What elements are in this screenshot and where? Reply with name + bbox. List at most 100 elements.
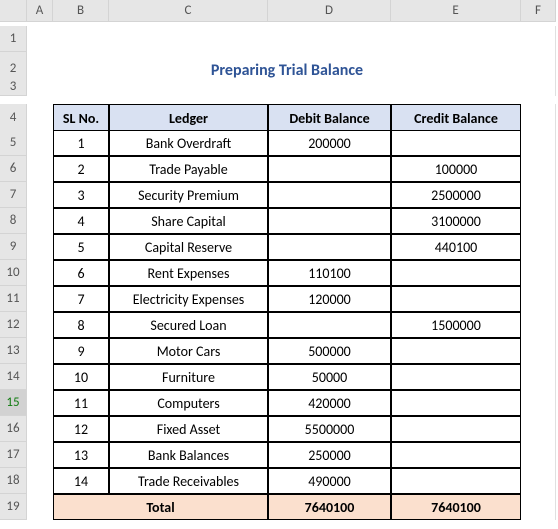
table-cell-credit[interactable] xyxy=(391,442,521,468)
table-header-slno[interactable]: SL No. xyxy=(53,104,109,132)
cell[interactable] xyxy=(27,286,53,312)
cell[interactable] xyxy=(521,208,556,234)
table-header-credit[interactable]: Credit Balance xyxy=(391,104,521,132)
table-cell-ledger[interactable]: Trade Receivables xyxy=(109,468,268,494)
cell[interactable] xyxy=(109,78,268,96)
table-cell-ledger[interactable]: Bank Balances xyxy=(109,442,268,468)
table-cell-debit[interactable] xyxy=(268,234,391,260)
column-header-c[interactable]: C xyxy=(109,0,268,22)
row-header-12[interactable]: 12 xyxy=(0,312,27,338)
table-cell-debit[interactable] xyxy=(268,182,391,208)
table-cell-slno[interactable]: 12 xyxy=(53,416,109,442)
table-cell-slno[interactable]: 11 xyxy=(53,390,109,416)
cell[interactable] xyxy=(27,390,53,416)
table-cell-debit[interactable]: 110100 xyxy=(268,260,391,286)
cell[interactable] xyxy=(521,494,556,520)
table-cell-ledger[interactable]: Capital Reserve xyxy=(109,234,268,260)
cell[interactable] xyxy=(27,156,53,182)
cell[interactable] xyxy=(521,182,556,208)
cell[interactable] xyxy=(27,26,53,52)
table-cell-credit[interactable] xyxy=(391,390,521,416)
total-debit[interactable]: 7640100 xyxy=(268,494,391,520)
table-cell-slno[interactable]: 5 xyxy=(53,234,109,260)
table-cell-slno[interactable]: 1 xyxy=(53,130,109,156)
column-header-f[interactable]: F xyxy=(521,0,556,22)
table-cell-debit[interactable] xyxy=(268,156,391,182)
table-cell-slno[interactable]: 2 xyxy=(53,156,109,182)
row-header-15[interactable]: 15 xyxy=(0,390,27,416)
cell[interactable] xyxy=(391,26,521,52)
table-cell-debit[interactable]: 5500000 xyxy=(268,416,391,442)
row-header-16[interactable]: 16 xyxy=(0,416,27,442)
table-cell-debit[interactable] xyxy=(268,208,391,234)
row-header-4[interactable]: 4 xyxy=(0,104,27,132)
table-cell-debit[interactable]: 50000 xyxy=(268,364,391,390)
table-cell-debit[interactable]: 120000 xyxy=(268,286,391,312)
cell[interactable] xyxy=(268,78,391,96)
column-header-e[interactable]: E xyxy=(391,0,521,22)
table-cell-slno[interactable]: 9 xyxy=(53,338,109,364)
cell[interactable] xyxy=(27,130,53,156)
cell[interactable] xyxy=(27,364,53,390)
row-header-17[interactable]: 17 xyxy=(0,442,27,468)
table-cell-slno[interactable]: 14 xyxy=(53,468,109,494)
column-header-b[interactable]: B xyxy=(53,0,109,22)
table-cell-credit[interactable]: 1500000 xyxy=(391,312,521,338)
row-header-9[interactable]: 9 xyxy=(0,234,27,260)
cell[interactable] xyxy=(27,312,53,338)
table-cell-slno[interactable]: 4 xyxy=(53,208,109,234)
column-header-d[interactable]: D xyxy=(268,0,391,22)
table-cell-debit[interactable]: 250000 xyxy=(268,442,391,468)
row-header-14[interactable]: 14 xyxy=(0,364,27,390)
row-header-13[interactable]: 13 xyxy=(0,338,27,364)
table-cell-ledger[interactable]: Secured Loan xyxy=(109,312,268,338)
cell[interactable] xyxy=(53,78,109,96)
table-cell-ledger[interactable]: Fixed Asset xyxy=(109,416,268,442)
row-header-7[interactable]: 7 xyxy=(0,182,27,208)
cell[interactable] xyxy=(27,208,53,234)
cell[interactable] xyxy=(521,468,556,494)
cell[interactable] xyxy=(521,104,556,132)
cell[interactable] xyxy=(521,78,556,96)
table-cell-credit[interactable] xyxy=(391,130,521,156)
row-header-1[interactable]: 1 xyxy=(0,26,27,52)
table-cell-credit[interactable] xyxy=(391,416,521,442)
cell[interactable] xyxy=(53,26,109,52)
row-header-3[interactable]: 3 xyxy=(0,78,27,96)
table-cell-ledger[interactable]: Security Premium xyxy=(109,182,268,208)
table-cell-credit[interactable] xyxy=(391,364,521,390)
cell[interactable] xyxy=(521,234,556,260)
table-cell-debit[interactable]: 200000 xyxy=(268,130,391,156)
table-cell-ledger[interactable]: Rent Expenses xyxy=(109,260,268,286)
cell[interactable] xyxy=(27,78,53,96)
cell[interactable] xyxy=(27,494,53,520)
column-header-a[interactable]: A xyxy=(27,0,53,22)
table-cell-credit[interactable]: 3100000 xyxy=(391,208,521,234)
cell[interactable] xyxy=(109,26,268,52)
cell[interactable] xyxy=(27,338,53,364)
cell[interactable] xyxy=(27,234,53,260)
cell[interactable] xyxy=(27,104,53,132)
total-label[interactable]: Total xyxy=(53,494,268,520)
row-header-11[interactable]: 11 xyxy=(0,286,27,312)
table-cell-slno[interactable]: 10 xyxy=(53,364,109,390)
table-cell-ledger[interactable]: Computers xyxy=(109,390,268,416)
table-cell-debit[interactable] xyxy=(268,312,391,338)
table-cell-ledger[interactable]: Electricity Expenses xyxy=(109,286,268,312)
table-header-ledger[interactable]: Ledger xyxy=(109,104,268,132)
table-cell-ledger[interactable]: Furniture xyxy=(109,364,268,390)
cell[interactable] xyxy=(521,156,556,182)
table-cell-credit[interactable]: 440100 xyxy=(391,234,521,260)
table-cell-ledger[interactable]: Motor Cars xyxy=(109,338,268,364)
cell[interactable] xyxy=(521,338,556,364)
cell[interactable] xyxy=(521,442,556,468)
table-cell-slno[interactable]: 13 xyxy=(53,442,109,468)
select-all-corner[interactable] xyxy=(0,0,27,22)
table-cell-credit[interactable] xyxy=(391,338,521,364)
row-header-6[interactable]: 6 xyxy=(0,156,27,182)
cell[interactable] xyxy=(521,390,556,416)
row-header-8[interactable]: 8 xyxy=(0,208,27,234)
table-cell-ledger[interactable]: Bank Overdraft xyxy=(109,130,268,156)
total-credit[interactable]: 7640100 xyxy=(391,494,521,520)
table-cell-debit[interactable]: 500000 xyxy=(268,338,391,364)
